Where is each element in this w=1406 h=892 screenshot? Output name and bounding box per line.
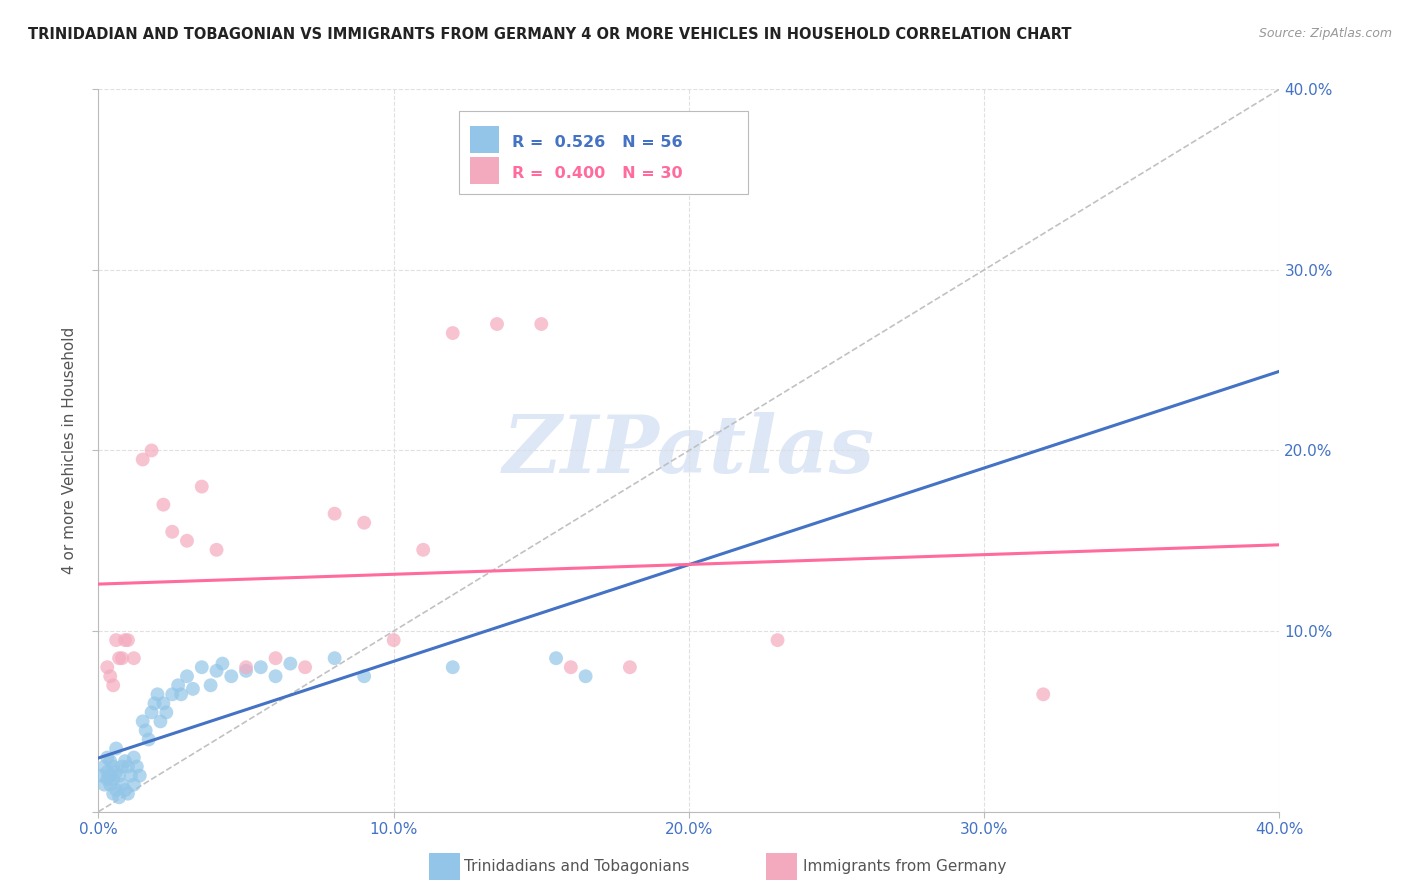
- Point: [143, 697, 166, 711]
- Point: [105, 633, 128, 648]
- Point: [1032, 687, 1054, 701]
- Point: [103, 759, 125, 773]
- Point: [141, 706, 163, 720]
- Point: [117, 787, 139, 801]
- Point: [98, 778, 121, 792]
- Point: [146, 687, 169, 701]
- Point: [103, 787, 125, 801]
- Point: [441, 326, 464, 340]
- Point: [141, 443, 163, 458]
- Point: [90, 769, 112, 783]
- Point: [105, 764, 128, 779]
- Point: [546, 651, 568, 665]
- Point: [120, 769, 142, 783]
- Point: [221, 669, 243, 683]
- Point: [280, 657, 302, 671]
- Point: [122, 778, 145, 792]
- Point: [264, 651, 287, 665]
- Point: [98, 669, 121, 683]
- Point: [117, 633, 139, 648]
- Point: [152, 498, 174, 512]
- Point: [93, 778, 115, 792]
- Point: [412, 542, 434, 557]
- Point: [353, 516, 375, 530]
- Point: [114, 633, 136, 648]
- Point: [128, 769, 150, 783]
- Point: [149, 714, 172, 729]
- Text: Trinidadians and Tobagonians: Trinidadians and Tobagonians: [464, 859, 689, 873]
- Point: [294, 660, 316, 674]
- Point: [441, 660, 464, 674]
- Point: [382, 633, 405, 648]
- Point: [181, 681, 204, 696]
- Point: [93, 759, 115, 773]
- Point: [98, 754, 121, 768]
- Point: [122, 750, 145, 764]
- Point: [250, 660, 273, 674]
- Point: [111, 759, 134, 773]
- Point: [122, 651, 145, 665]
- Point: [530, 317, 553, 331]
- Point: [170, 687, 193, 701]
- Point: [96, 764, 118, 779]
- Text: Immigrants from Germany: Immigrants from Germany: [803, 859, 1007, 873]
- Point: [235, 664, 257, 678]
- Text: TRINIDADIAN AND TOBAGONIAN VS IMMIGRANTS FROM GERMANY 4 OR MORE VEHICLES IN HOUS: TRINIDADIAN AND TOBAGONIAN VS IMMIGRANTS…: [28, 27, 1071, 42]
- Point: [211, 657, 233, 671]
- Point: [323, 651, 346, 665]
- Point: [353, 669, 375, 683]
- Point: [105, 741, 128, 756]
- Point: [108, 769, 131, 783]
- Point: [191, 480, 214, 494]
- Point: [152, 697, 174, 711]
- Point: [114, 754, 136, 768]
- Point: [200, 678, 222, 692]
- Point: [162, 524, 183, 539]
- Point: [125, 759, 148, 773]
- Point: [176, 533, 198, 548]
- Point: [323, 507, 346, 521]
- Point: [560, 660, 582, 674]
- Point: [132, 452, 155, 467]
- Point: [98, 769, 121, 783]
- Point: [155, 706, 177, 720]
- Bar: [471, 157, 499, 184]
- Point: [167, 678, 190, 692]
- Point: [96, 660, 118, 674]
- Point: [135, 723, 157, 738]
- Text: ZIPatlas: ZIPatlas: [503, 412, 875, 489]
- Point: [114, 783, 136, 797]
- Point: [117, 759, 139, 773]
- Point: [191, 660, 214, 674]
- Point: [108, 790, 131, 805]
- Point: [176, 669, 198, 683]
- Point: [132, 714, 155, 729]
- Point: [103, 772, 125, 787]
- Point: [103, 678, 125, 692]
- Point: [235, 660, 257, 674]
- Point: [96, 750, 118, 764]
- Point: [108, 651, 131, 665]
- Point: [486, 317, 509, 331]
- Point: [619, 660, 641, 674]
- Point: [162, 687, 183, 701]
- Point: [575, 669, 598, 683]
- Point: [138, 732, 160, 747]
- Point: [264, 669, 287, 683]
- Text: Source: ZipAtlas.com: Source: ZipAtlas.com: [1258, 27, 1392, 40]
- Point: [111, 778, 134, 792]
- Y-axis label: 4 or more Vehicles in Household: 4 or more Vehicles in Household: [62, 326, 77, 574]
- FancyBboxPatch shape: [458, 111, 748, 194]
- Point: [205, 664, 228, 678]
- Point: [105, 783, 128, 797]
- Point: [205, 542, 228, 557]
- Point: [96, 772, 118, 787]
- Text: R =  0.400   N = 30: R = 0.400 N = 30: [512, 166, 682, 181]
- Point: [111, 651, 134, 665]
- Point: [766, 633, 789, 648]
- Bar: [471, 126, 499, 153]
- Text: R =  0.526   N = 56: R = 0.526 N = 56: [512, 135, 682, 150]
